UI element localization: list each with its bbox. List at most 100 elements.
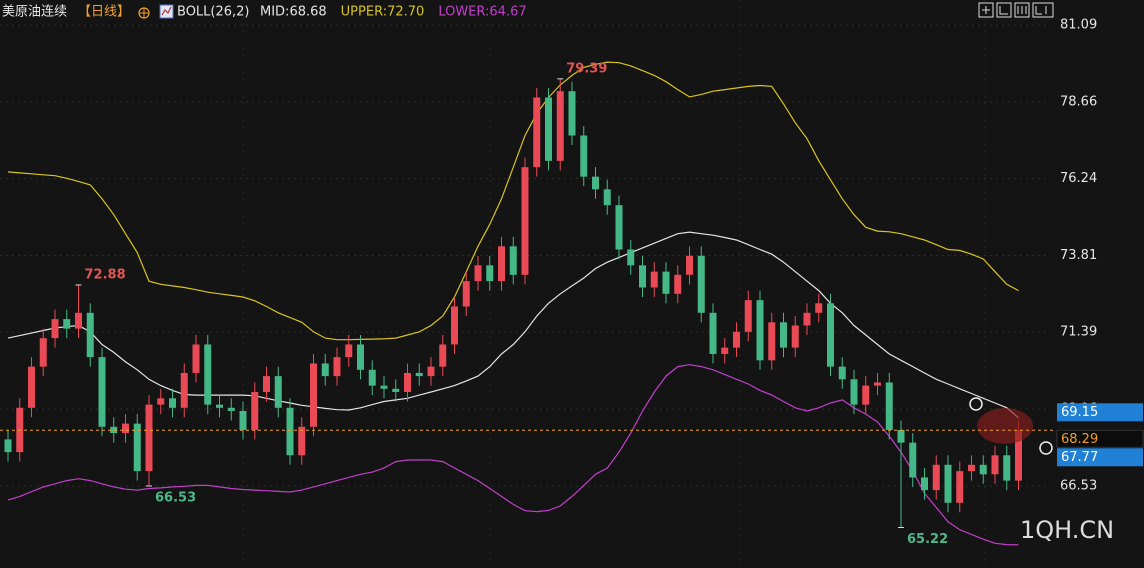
price-tag: 69.15 [1061, 405, 1098, 420]
candle-body [122, 423, 129, 434]
grid [0, 0, 1050, 568]
candle-body [133, 423, 141, 472]
candle-body [98, 357, 106, 427]
candle-body [298, 426, 306, 456]
low-label: 66.53 [155, 490, 196, 505]
candle-body [756, 300, 764, 361]
candle-body [486, 265, 494, 282]
candle-body [227, 407, 235, 411]
high-label: 79.39 [566, 61, 607, 76]
candle-body [838, 366, 846, 380]
candle-body [733, 331, 740, 348]
candle-body [709, 312, 717, 354]
candle-body [968, 464, 975, 472]
candle-body [28, 366, 35, 408]
candle-body [415, 372, 423, 377]
candles [4, 78, 1022, 528]
legend-entry: UPPER:72.70 [341, 5, 425, 20]
candle-body [803, 312, 811, 326]
candle-body [192, 344, 200, 373]
candle-body [39, 338, 47, 367]
marker-circle [1039, 441, 1053, 455]
candle-body [4, 439, 12, 453]
title: 美原油连续 [2, 4, 67, 20]
add-icon[interactable] [138, 7, 150, 19]
candle-body [850, 379, 858, 405]
y-tick-label: 71.39 [1060, 325, 1097, 340]
candle-body [862, 385, 870, 405]
legend: MID:68.68 UPPER:72.70 LOWER:64.67 [260, 5, 527, 20]
band-line [7, 364, 1019, 546]
candle-body [216, 404, 223, 408]
candle-body [545, 97, 552, 161]
candle-body [768, 322, 776, 361]
candle-body [145, 404, 153, 472]
bands [7, 61, 1019, 546]
candle-body [86, 312, 94, 358]
tool-button[interactable] [996, 2, 1012, 18]
tool-button[interactable] [1014, 2, 1030, 18]
candle-body [944, 464, 952, 503]
candle-body [932, 464, 940, 491]
candle-body [63, 319, 71, 329]
candle-body [556, 91, 564, 161]
candle-body [169, 398, 176, 408]
candle-body [357, 344, 364, 370]
y-tick-label: 78.66 [1060, 94, 1097, 109]
candle-body [110, 426, 118, 434]
y-tick-label: 76.24 [1060, 171, 1097, 186]
candle-body [368, 369, 376, 386]
y-tick-label: 66.53 [1060, 478, 1097, 493]
candle-body [439, 344, 447, 367]
candle-body [380, 385, 388, 389]
candle-body [451, 306, 458, 345]
candle-body [51, 319, 59, 339]
candle-body [427, 366, 435, 377]
candle-body [780, 322, 787, 348]
candle-body [251, 391, 259, 430]
candle-body [791, 325, 799, 348]
candle-body [874, 382, 881, 386]
last-price-label: 68.29 [1061, 432, 1098, 447]
candle-body [239, 410, 247, 430]
candle-body [157, 398, 165, 405]
candle-body [274, 376, 282, 408]
candle-body [462, 281, 470, 307]
price-tag: 67.77 [1061, 450, 1098, 465]
candle-body [592, 176, 599, 190]
tool-button[interactable] [978, 2, 994, 18]
candle-body [697, 255, 705, 313]
highlight-glow [977, 408, 1033, 444]
watermark: 1QH.CN [1020, 516, 1114, 544]
candle-body [521, 167, 529, 275]
price-tag-box [1057, 403, 1143, 422]
period: 【日线】 [78, 5, 130, 20]
candle-body [498, 246, 505, 282]
candle-body [615, 205, 623, 250]
band-line [7, 61, 1019, 341]
candle-body [909, 442, 917, 478]
candle-body [263, 376, 270, 392]
candle-body [603, 189, 611, 206]
candle-body [921, 477, 928, 491]
marker-circle [969, 397, 983, 411]
candle-body [333, 357, 341, 377]
candle-body [286, 407, 294, 456]
indicator-icon[interactable] [159, 4, 174, 19]
tool-button[interactable] [1032, 2, 1054, 18]
candle-body [310, 363, 317, 427]
candle-body [885, 382, 893, 430]
candle-body [979, 464, 987, 475]
candle-body [321, 363, 329, 377]
legend-entry: MID:68.68 [260, 5, 327, 20]
candle-body [474, 265, 482, 282]
high-label: 72.88 [85, 267, 126, 282]
legend-entry: LOWER:64.67 [438, 5, 526, 20]
candle-body [897, 429, 905, 443]
candle-body [404, 372, 411, 392]
candle-body [180, 372, 188, 408]
candle-body [815, 303, 823, 313]
candle-body [627, 249, 635, 266]
